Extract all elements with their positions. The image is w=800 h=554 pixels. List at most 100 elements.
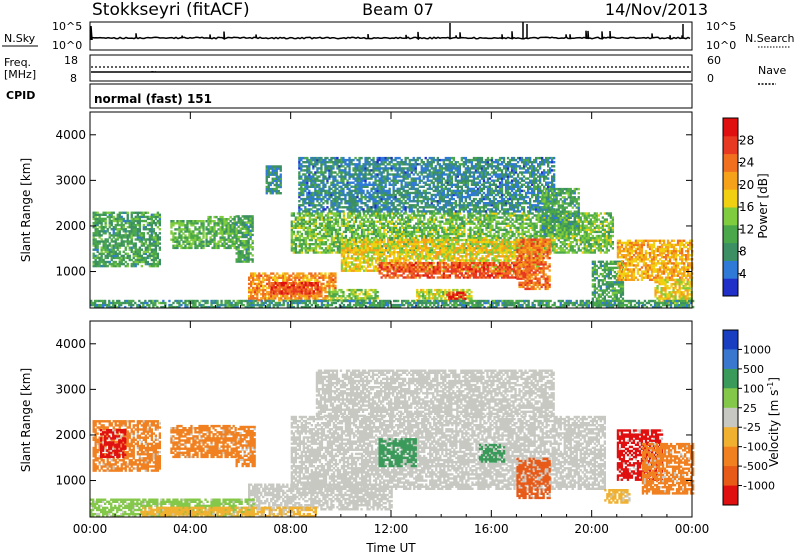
- data-cell: [243, 239, 246, 243]
- data-cell: [527, 230, 530, 234]
- data-cell: [434, 195, 437, 199]
- data-cell: [380, 183, 383, 186]
- data-cell: [251, 248, 254, 251]
- data-cell: [413, 214, 416, 217]
- data-cell: [116, 256, 119, 260]
- data-cell: [265, 169, 268, 172]
- data-cell: [603, 230, 606, 234]
- data-cell: [126, 217, 129, 221]
- data-cell: [603, 245, 606, 248]
- data-cell: [196, 222, 199, 225]
- data-cell: [336, 220, 340, 223]
- data-cell: [314, 228, 317, 232]
- data-cell: [223, 228, 226, 231]
- data-cell: [411, 230, 414, 234]
- data-cell: [354, 216, 358, 219]
- data-cell: [318, 232, 322, 236]
- data-cell: [205, 238, 208, 241]
- data-cell: [348, 208, 351, 211]
- data-cell: [130, 230, 133, 233]
- data-cell: [298, 216, 301, 219]
- data-cell: [539, 218, 542, 221]
- data-cell: [306, 171, 309, 174]
- data-cell: [424, 183, 427, 186]
- data-cell: [326, 177, 329, 180]
- data-cell: [140, 242, 143, 245]
- data-cell: [517, 228, 520, 232]
- freq-left-tick-high: 18: [64, 54, 78, 67]
- data-cell: [182, 246, 185, 250]
- data-cell: [416, 187, 419, 191]
- data-cell: [404, 181, 407, 184]
- data-cell: [533, 232, 536, 236]
- data-cell: [326, 189, 329, 193]
- data-cell: [382, 204, 385, 207]
- data-cell: [391, 212, 394, 215]
- data-cell: [531, 234, 534, 238]
- data-cell: [362, 230, 366, 234]
- data-cell: [318, 238, 322, 242]
- data-cell: [398, 165, 401, 168]
- data-cell: [400, 169, 403, 172]
- data-cell: [356, 181, 359, 184]
- data-cell: [437, 224, 440, 227]
- data-cell: [182, 220, 185, 223]
- data-cell: [338, 216, 342, 219]
- data-cell: [176, 222, 179, 225]
- data-cell: [405, 234, 408, 238]
- data-cell: [290, 222, 293, 225]
- data-cell: [132, 223, 135, 227]
- data-cell: [112, 226, 115, 229]
- data-cell: [591, 220, 594, 223]
- data-cell: [152, 236, 155, 239]
- data-cell: [334, 183, 337, 186]
- data-cell: [501, 222, 504, 225]
- data-cell: [611, 230, 614, 234]
- data-cell: [98, 262, 101, 266]
- data-cell: [334, 202, 337, 205]
- data-cell: [404, 193, 407, 197]
- data-cell: [364, 179, 367, 182]
- data-cell: [593, 214, 596, 217]
- data-cell: [112, 217, 115, 221]
- data-cell: [354, 245, 358, 248]
- data-cell: [104, 211, 107, 214]
- data-cell: [302, 224, 305, 227]
- data-cell: [370, 197, 373, 201]
- data-cell: [501, 232, 504, 236]
- data-cell: [92, 211, 95, 214]
- data-cell: [382, 167, 385, 170]
- data-cell: [152, 254, 155, 258]
- data-cell: [318, 224, 322, 227]
- data-cell: [269, 173, 272, 176]
- data-cell: [298, 224, 301, 227]
- data-cell: [247, 254, 250, 257]
- data-cell: [332, 167, 335, 170]
- data-cell: [245, 244, 248, 247]
- data-cell: [409, 226, 412, 229]
- data-cell: [213, 240, 216, 243]
- data-cell: [386, 179, 389, 182]
- data-cell: [354, 214, 358, 217]
- data-cell: [334, 158, 337, 162]
- data-cell: [237, 229, 240, 232]
- data-cell: [567, 245, 570, 248]
- data-cell: [354, 230, 358, 234]
- data-cell: [407, 216, 410, 219]
- nave-right-tick-high: 60: [707, 54, 721, 67]
- data-cell: [94, 240, 97, 243]
- data-cell: [400, 181, 403, 184]
- data-cell: [509, 220, 512, 223]
- data-cell: [424, 169, 427, 172]
- data-cell: [372, 183, 375, 186]
- data-cell: [487, 238, 490, 242]
- data-cell: [102, 211, 105, 214]
- data-cell: [489, 220, 492, 223]
- data-cell: [553, 249, 556, 252]
- data-cell: [479, 226, 482, 229]
- data-cell: [396, 179, 399, 182]
- data-cell: [243, 260, 246, 263]
- data-cell: [467, 216, 470, 219]
- data-cell: [573, 245, 576, 248]
- data-cell: [328, 232, 332, 236]
